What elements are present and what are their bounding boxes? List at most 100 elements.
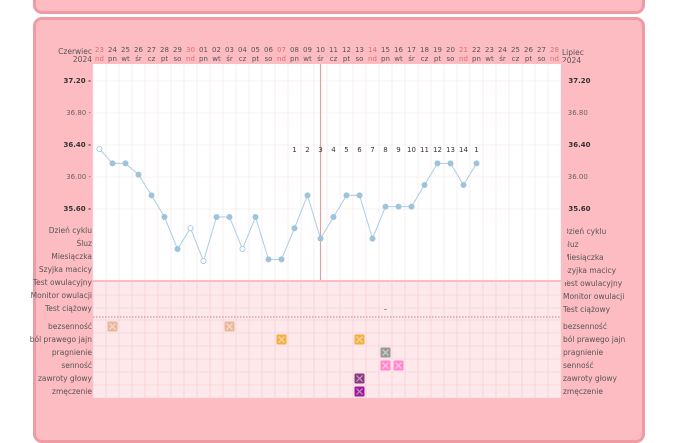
row-label-left: Miesiączka bbox=[51, 252, 92, 261]
temperature-point bbox=[161, 213, 168, 220]
row-label-left: Dzień cyklu bbox=[48, 226, 92, 235]
day-of-week: nd bbox=[368, 55, 377, 63]
symptom-label-right: zawroty głowy bbox=[563, 374, 617, 383]
symptom-mark-cross bbox=[109, 323, 116, 330]
month-year-left: 2024 bbox=[72, 55, 92, 64]
symptom-label-left: zmęczenie bbox=[52, 387, 92, 396]
temperature-point bbox=[330, 213, 337, 220]
temperature-point bbox=[317, 235, 324, 242]
day-number: 18 bbox=[420, 46, 429, 54]
row-label-left: Śluz bbox=[76, 239, 92, 248]
cycle-day-number: 12 bbox=[433, 146, 442, 154]
day-of-week: wt bbox=[121, 55, 130, 63]
temperature-point bbox=[200, 257, 207, 264]
cycle-day-number: 2 bbox=[305, 146, 309, 154]
day-of-week: so bbox=[174, 55, 182, 63]
day-of-week: wt bbox=[303, 55, 312, 63]
previous-panel bbox=[33, 0, 645, 14]
day-of-week: so bbox=[356, 55, 364, 63]
day-number: 13 bbox=[355, 46, 364, 54]
temperature-point bbox=[226, 213, 233, 220]
symptom-label-left: zawroty głowy bbox=[38, 374, 92, 383]
cycle-day-number: 4 bbox=[331, 146, 336, 154]
temperature-line bbox=[99, 148, 477, 263]
day-number: 05 bbox=[251, 46, 260, 54]
y-tick-left: 36.40 - bbox=[63, 141, 91, 149]
day-of-week: pt bbox=[252, 55, 259, 63]
plot-edge bbox=[561, 62, 567, 282]
symptom-mark-cross bbox=[382, 362, 389, 369]
day-number: 26 bbox=[134, 46, 143, 54]
day-number: 27 bbox=[537, 46, 546, 54]
day-of-week: śr bbox=[135, 55, 142, 63]
temperature-point bbox=[356, 192, 363, 199]
symptom-label-left: ból prawego jajn bbox=[29, 335, 92, 344]
day-number: 17 bbox=[407, 46, 416, 54]
day-number: 22 bbox=[472, 46, 481, 54]
y-tick-left: 35.60 - bbox=[63, 205, 91, 213]
day-number: 19 bbox=[433, 46, 442, 54]
day-number: 08 bbox=[290, 46, 299, 54]
cycle-day-number: 7 bbox=[370, 146, 374, 154]
day-number: 15 bbox=[381, 46, 390, 54]
day-number: 27 bbox=[147, 46, 156, 54]
month-year-right: 2024 bbox=[562, 56, 582, 65]
day-number: 06 bbox=[264, 46, 273, 54]
cycle-day-number: 11 bbox=[420, 146, 429, 154]
day-number: 03 bbox=[225, 46, 234, 54]
day-number: 23 bbox=[485, 46, 494, 54]
day-of-week: pn bbox=[199, 55, 208, 63]
temperature-point bbox=[96, 145, 103, 152]
temperature-point bbox=[148, 192, 155, 199]
symptom-label-right: senność bbox=[563, 361, 594, 370]
day-number: 04 bbox=[238, 46, 247, 54]
temperature-point bbox=[473, 160, 480, 167]
day-number: 16 bbox=[394, 46, 403, 54]
day-of-week: pt bbox=[161, 55, 168, 63]
cycle-day-number: 8 bbox=[383, 146, 387, 154]
day-number: 28 bbox=[550, 46, 559, 54]
y-tick-right: - 36.80 bbox=[563, 109, 588, 117]
month-name-right: Lipiec bbox=[562, 48, 584, 57]
row-label-left: Monitor owulacji bbox=[30, 291, 92, 300]
symptom-label-left: senność bbox=[61, 361, 92, 370]
row-label-right: Dzień cyklu bbox=[563, 227, 607, 236]
day-number: 29 bbox=[173, 46, 182, 54]
day-of-week: nd bbox=[459, 55, 468, 63]
day-of-week: so bbox=[447, 55, 455, 63]
y-tick-left: 37.20 - bbox=[63, 77, 91, 85]
row-label-right: Test ciążowy bbox=[563, 305, 611, 314]
cycle-day-number: 1 bbox=[474, 146, 478, 154]
day-of-week: wt bbox=[212, 55, 221, 63]
cycle-day-number: 14 bbox=[459, 146, 468, 154]
day-number: 24 bbox=[108, 46, 117, 54]
day-of-week: wt bbox=[394, 55, 403, 63]
cycle-day-number: 13 bbox=[446, 146, 455, 154]
temperature-point bbox=[278, 256, 285, 263]
temperature-point bbox=[187, 225, 194, 232]
symptom-label-right: bezsenność bbox=[563, 322, 607, 331]
temperature-point bbox=[395, 203, 402, 210]
day-of-week: cz bbox=[421, 55, 429, 63]
temperature-point bbox=[174, 245, 181, 252]
symptom-mark-cross bbox=[278, 336, 285, 343]
cycle-day-number: 3 bbox=[318, 146, 322, 154]
day-number: 30 bbox=[186, 46, 195, 54]
temperature-point bbox=[434, 160, 441, 167]
day-number: 09 bbox=[303, 46, 312, 54]
temperature-point bbox=[382, 203, 389, 210]
symptom-mark-cross bbox=[226, 323, 233, 330]
day-number: 28 bbox=[160, 46, 169, 54]
row-label-left: Test ciążowy bbox=[44, 304, 92, 313]
temperature-point bbox=[213, 213, 220, 220]
day-number: 10 bbox=[316, 46, 325, 54]
temperature-point bbox=[421, 181, 428, 188]
row-label-left: Szyjka macicy bbox=[38, 265, 92, 274]
day-of-week: pt bbox=[343, 55, 350, 63]
month-label-right: Lipiec 2024 bbox=[562, 49, 584, 65]
day-of-week: so bbox=[538, 55, 546, 63]
day-number: 25 bbox=[121, 46, 130, 54]
day-of-week: wt bbox=[485, 55, 494, 63]
cycle-day-number: 6 bbox=[357, 146, 362, 154]
symptom-mark-cross bbox=[382, 349, 389, 356]
